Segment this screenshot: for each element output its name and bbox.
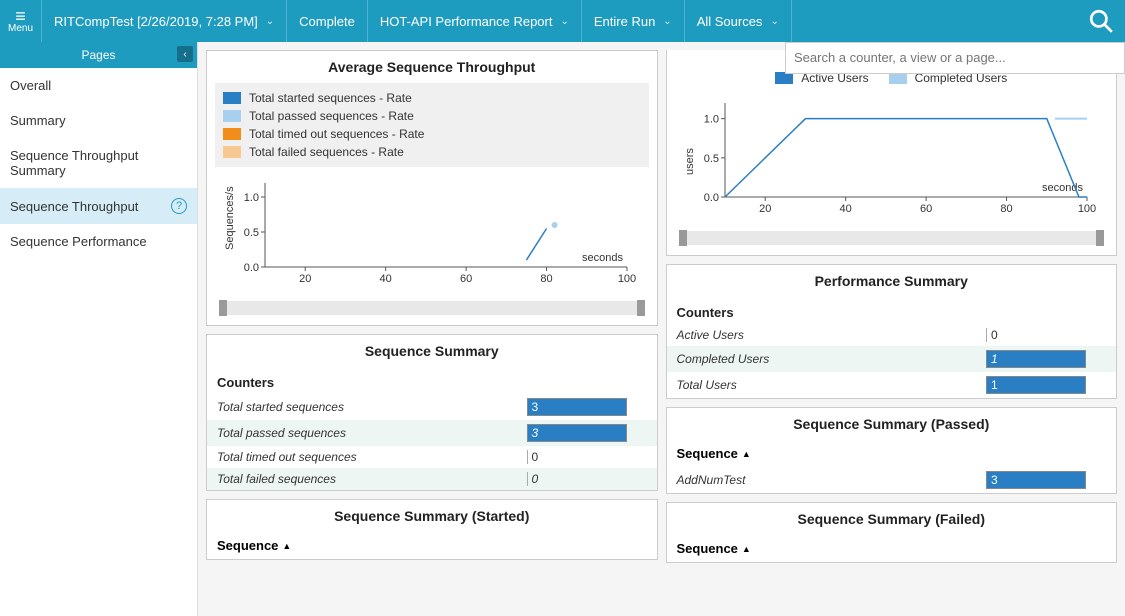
svg-text:0.0: 0.0 — [244, 262, 259, 274]
panel-seq-summary: Sequence Summary Counters Total started … — [206, 334, 658, 491]
search-bar — [785, 42, 1125, 74]
svg-text:80: 80 — [540, 273, 552, 285]
legend-item: Total timed out sequences - Rate — [223, 125, 641, 143]
panel-title: Sequence Summary (Failed) — [667, 503, 1117, 535]
legend-item: Total passed sequences - Rate — [223, 107, 641, 125]
topbar-item-run[interactable]: RITCompTest [2/26/2019, 7:28 PM]⌄ — [42, 0, 287, 42]
table-row: AddNumTest3 — [667, 467, 1117, 493]
svg-text:40: 40 — [380, 273, 392, 285]
chevron-down-icon: ⌄ — [663, 16, 671, 27]
panel-seq-failed: Sequence Summary (Failed) Sequence▲ — [666, 502, 1118, 563]
menu-label: Menu — [8, 23, 33, 34]
left-column: Average Sequence Throughput Total starte… — [206, 50, 658, 608]
slider-handle-left[interactable] — [679, 230, 687, 246]
sidebar-item-overall[interactable]: Overall — [0, 68, 197, 103]
table-row: Total passed sequences3 — [207, 420, 657, 446]
svg-text:80: 80 — [1000, 203, 1012, 215]
slider-handle-right[interactable] — [637, 300, 645, 316]
table-row: Completed Users1 — [667, 346, 1117, 372]
time-slider[interactable] — [679, 231, 1105, 245]
svg-text:seconds: seconds — [582, 252, 623, 264]
slider-handle-left[interactable] — [219, 300, 227, 316]
panel-seq-passed: Sequence Summary (Passed) Sequence▲ AddN… — [666, 407, 1118, 494]
counters-header: Counters — [667, 297, 1117, 324]
sidebar-item-performance[interactable]: Sequence Performance — [0, 224, 197, 259]
sort-asc-icon: ▲ — [742, 544, 751, 554]
legend-item: Total started sequences - Rate — [223, 89, 641, 107]
panel-userload: User Load Active Users Completed Users 0… — [666, 50, 1118, 256]
topbar-item-report[interactable]: HOT-API Performance Report⌄ — [368, 0, 582, 42]
svg-text:100: 100 — [1077, 203, 1095, 215]
panel-throughput: Average Sequence Throughput Total starte… — [206, 50, 658, 326]
sidebar: Pages ‹ Overall Summary Sequence Through… — [0, 42, 198, 616]
sort-header[interactable]: Sequence▲ — [207, 532, 657, 559]
main-area: Average Sequence Throughput Total starte… — [198, 42, 1125, 616]
help-icon[interactable]: ? — [171, 198, 187, 214]
chevron-down-icon: ⌄ — [770, 16, 778, 27]
sort-asc-icon: ▲ — [282, 541, 291, 551]
svg-text:60: 60 — [919, 203, 931, 215]
panel-seq-started: Sequence Summary (Started) Sequence▲ — [206, 499, 658, 560]
topbar-item-scope[interactable]: Entire Run⌄ — [582, 0, 685, 42]
sort-header[interactable]: Sequence▲ — [667, 440, 1117, 467]
svg-text:0.0: 0.0 — [703, 192, 718, 204]
panel-title: Sequence Summary — [207, 335, 657, 367]
sidebar-header: Pages ‹ — [0, 42, 197, 68]
right-column: User Load Active Users Completed Users 0… — [666, 50, 1118, 608]
panel-title: Sequence Summary (Passed) — [667, 408, 1117, 440]
svg-text:1.0: 1.0 — [703, 114, 718, 126]
svg-text:60: 60 — [460, 273, 472, 285]
svg-text:users: users — [684, 148, 696, 175]
sort-header[interactable]: Sequence▲ — [667, 535, 1117, 562]
table-row: Total started sequences3 — [207, 394, 657, 420]
counters-header: Counters — [207, 367, 657, 394]
topbar-item-sources[interactable]: All Sources⌄ — [685, 0, 792, 42]
svg-text:Sequences/s: Sequences/s — [224, 186, 236, 250]
search-button[interactable] — [1077, 0, 1125, 42]
svg-text:100: 100 — [618, 273, 636, 285]
svg-text:0.5: 0.5 — [703, 153, 718, 165]
svg-text:0.5: 0.5 — [244, 227, 259, 239]
slider-handle-right[interactable] — [1096, 230, 1104, 246]
search-icon — [1088, 8, 1114, 34]
sidebar-item-throughput-summary[interactable]: Sequence Throughput Summary — [0, 138, 197, 188]
table-row: Total timed out sequences0 — [207, 446, 657, 468]
panel-title: Sequence Summary (Started) — [207, 500, 657, 532]
svg-text:40: 40 — [839, 203, 851, 215]
sidebar-item-throughput[interactable]: Sequence Throughput? — [0, 188, 197, 224]
hamburger-icon: ≡ — [15, 9, 26, 23]
panel-title: Average Sequence Throughput — [207, 51, 657, 83]
svg-text:20: 20 — [299, 273, 311, 285]
svg-text:1.0: 1.0 — [244, 192, 259, 204]
sidebar-item-summary[interactable]: Summary — [0, 103, 197, 138]
topbar: ≡ Menu RITCompTest [2/26/2019, 7:28 PM]⌄… — [0, 0, 1125, 42]
search-input[interactable] — [794, 50, 1116, 65]
panel-title: Performance Summary — [667, 265, 1117, 297]
collapse-sidebar-button[interactable]: ‹ — [177, 46, 193, 62]
userload-chart: 0.00.51.020406080100secondsusers — [667, 93, 1117, 225]
throughput-chart: 0.0 0.5 1.0 20 40 60 80 100 seconds Sequences/s — [207, 173, 657, 295]
menu-button[interactable]: ≡ Menu — [0, 0, 42, 42]
table-row: Total failed sequences0 — [207, 468, 657, 490]
legend: Total started sequences - Rate Total pas… — [215, 83, 649, 167]
svg-text:20: 20 — [759, 203, 771, 215]
content: Pages ‹ Overall Summary Sequence Through… — [0, 42, 1125, 616]
chevron-down-icon: ⌄ — [266, 16, 274, 27]
panel-perf-summary: Performance Summary Counters Active User… — [666, 264, 1118, 399]
time-slider[interactable] — [219, 301, 645, 315]
table-row: Total Users1 — [667, 372, 1117, 398]
sort-asc-icon: ▲ — [742, 449, 751, 459]
table-row: Active Users0 — [667, 324, 1117, 346]
topbar-item-status[interactable]: Complete — [287, 0, 368, 42]
legend-item: Total failed sequences - Rate — [223, 143, 641, 161]
chevron-down-icon: ⌄ — [560, 16, 568, 27]
